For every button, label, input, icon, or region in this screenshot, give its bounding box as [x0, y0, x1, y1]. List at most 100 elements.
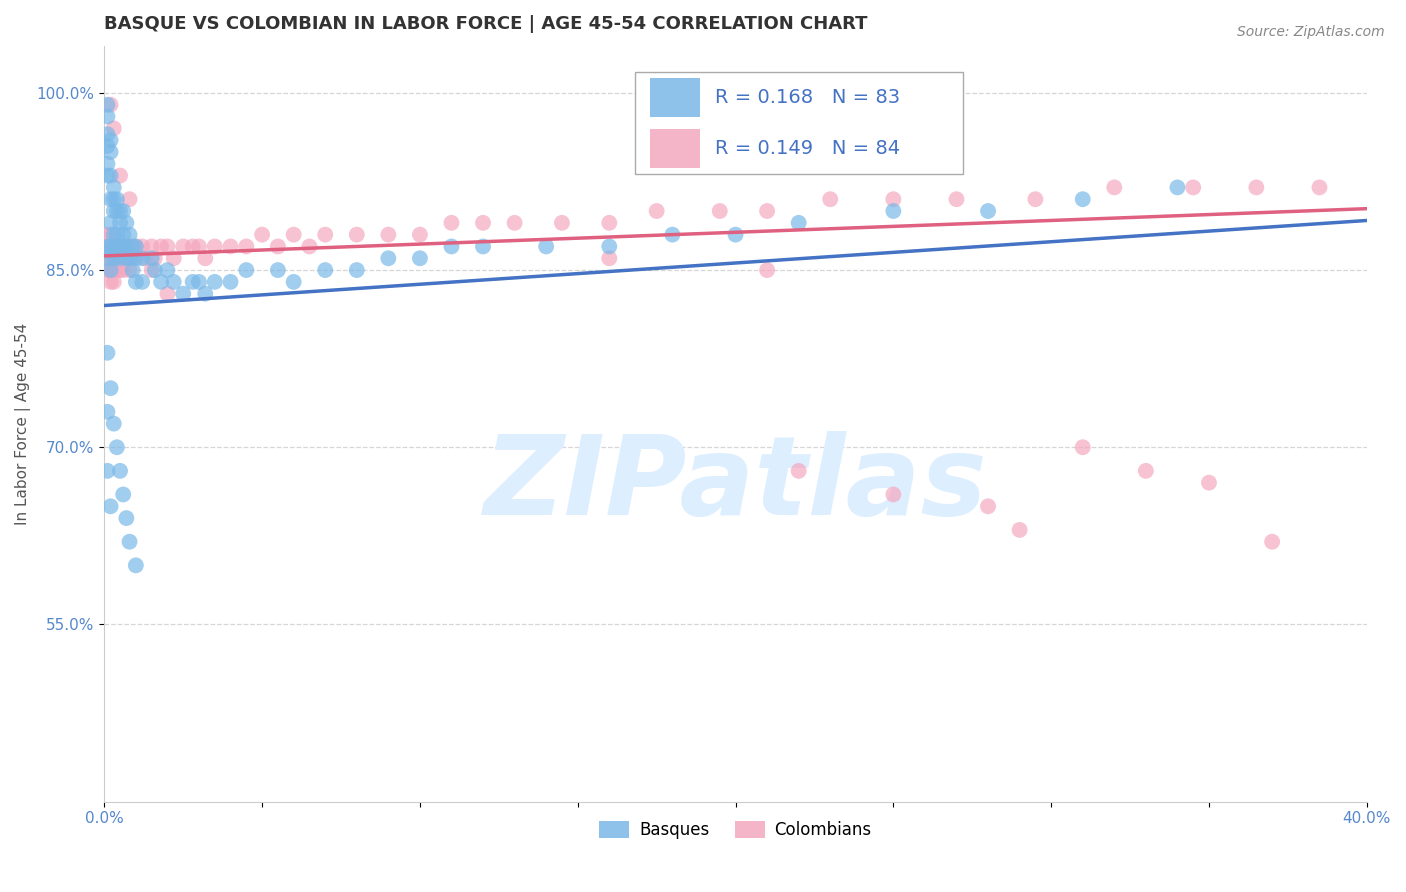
- Point: [100, 252, 122, 266]
- Point: [115, 239, 138, 253]
- Point: [440, 216, 463, 230]
- Point: [121, 239, 143, 253]
- Point: [534, 239, 557, 253]
- Point: [141, 263, 163, 277]
- Point: [103, 252, 125, 266]
- Point: [103, 239, 125, 253]
- Point: [314, 227, 336, 242]
- Point: [96, 464, 118, 478]
- Point: [96, 252, 118, 266]
- Point: [103, 417, 125, 431]
- Point: [661, 227, 683, 242]
- Point: [105, 263, 128, 277]
- Point: [645, 204, 668, 219]
- Text: BASQUE VS COLOMBIAN IN LABOR FORCE | AGE 45-54 CORRELATION CHART: BASQUE VS COLOMBIAN IN LABOR FORCE | AGE…: [104, 15, 868, 33]
- Point: [1071, 440, 1094, 454]
- Point: [1135, 464, 1157, 478]
- Point: [103, 204, 125, 219]
- Point: [96, 128, 118, 142]
- Point: [235, 263, 257, 277]
- Point: [818, 192, 841, 206]
- Point: [235, 239, 257, 253]
- Point: [163, 252, 186, 266]
- Point: [100, 275, 122, 289]
- Point: [103, 263, 125, 277]
- Point: [977, 204, 1000, 219]
- Point: [108, 204, 131, 219]
- Point: [100, 145, 122, 159]
- Point: [96, 239, 118, 253]
- Point: [100, 133, 122, 147]
- Point: [96, 405, 118, 419]
- Point: [787, 216, 810, 230]
- Y-axis label: In Labor Force | Age 45-54: In Labor Force | Age 45-54: [15, 323, 31, 524]
- Legend: Basques, Colombians: Basques, Colombians: [593, 814, 879, 847]
- Point: [105, 227, 128, 242]
- Point: [96, 157, 118, 171]
- Point: [882, 487, 904, 501]
- Point: [551, 216, 574, 230]
- Point: [472, 216, 495, 230]
- Point: [409, 252, 432, 266]
- Point: [108, 216, 131, 230]
- Point: [121, 263, 143, 277]
- Point: [194, 286, 217, 301]
- Point: [472, 239, 495, 253]
- Point: [267, 239, 290, 253]
- Point: [108, 239, 131, 253]
- Point: [96, 110, 118, 124]
- Point: [115, 216, 138, 230]
- Point: [100, 97, 122, 112]
- Point: [125, 252, 148, 266]
- Point: [115, 252, 138, 266]
- Point: [100, 263, 122, 277]
- Point: [1308, 180, 1330, 194]
- Point: [409, 227, 432, 242]
- Point: [118, 192, 141, 206]
- Point: [709, 204, 731, 219]
- Point: [283, 227, 305, 242]
- Point: [112, 239, 135, 253]
- Point: [108, 464, 131, 478]
- Point: [141, 239, 163, 253]
- Point: [150, 239, 173, 253]
- Point: [108, 252, 131, 266]
- Point: [598, 216, 620, 230]
- Point: [108, 263, 131, 277]
- Point: [346, 227, 368, 242]
- Point: [1198, 475, 1220, 490]
- Point: [204, 275, 226, 289]
- Point: [115, 511, 138, 525]
- Point: [1008, 523, 1031, 537]
- Point: [103, 180, 125, 194]
- Point: [156, 239, 179, 253]
- Point: [156, 286, 179, 301]
- Point: [598, 239, 620, 253]
- Point: [1024, 192, 1046, 206]
- Point: [172, 286, 194, 301]
- Point: [121, 252, 143, 266]
- Point: [143, 263, 166, 277]
- Point: [96, 252, 118, 266]
- FancyBboxPatch shape: [634, 72, 963, 174]
- Point: [1104, 180, 1126, 194]
- Point: [96, 139, 118, 153]
- Point: [314, 263, 336, 277]
- Point: [108, 169, 131, 183]
- Point: [100, 216, 122, 230]
- Point: [100, 381, 122, 395]
- Point: [100, 263, 122, 277]
- Point: [103, 239, 125, 253]
- Point: [96, 169, 118, 183]
- Point: [112, 239, 135, 253]
- Point: [118, 263, 141, 277]
- Point: [105, 239, 128, 253]
- Point: [219, 275, 242, 289]
- Point: [125, 275, 148, 289]
- Point: [172, 239, 194, 253]
- Text: ZIPatlas: ZIPatlas: [484, 431, 987, 538]
- Point: [150, 275, 173, 289]
- Point: [131, 252, 153, 266]
- Point: [115, 239, 138, 253]
- Point: [440, 239, 463, 253]
